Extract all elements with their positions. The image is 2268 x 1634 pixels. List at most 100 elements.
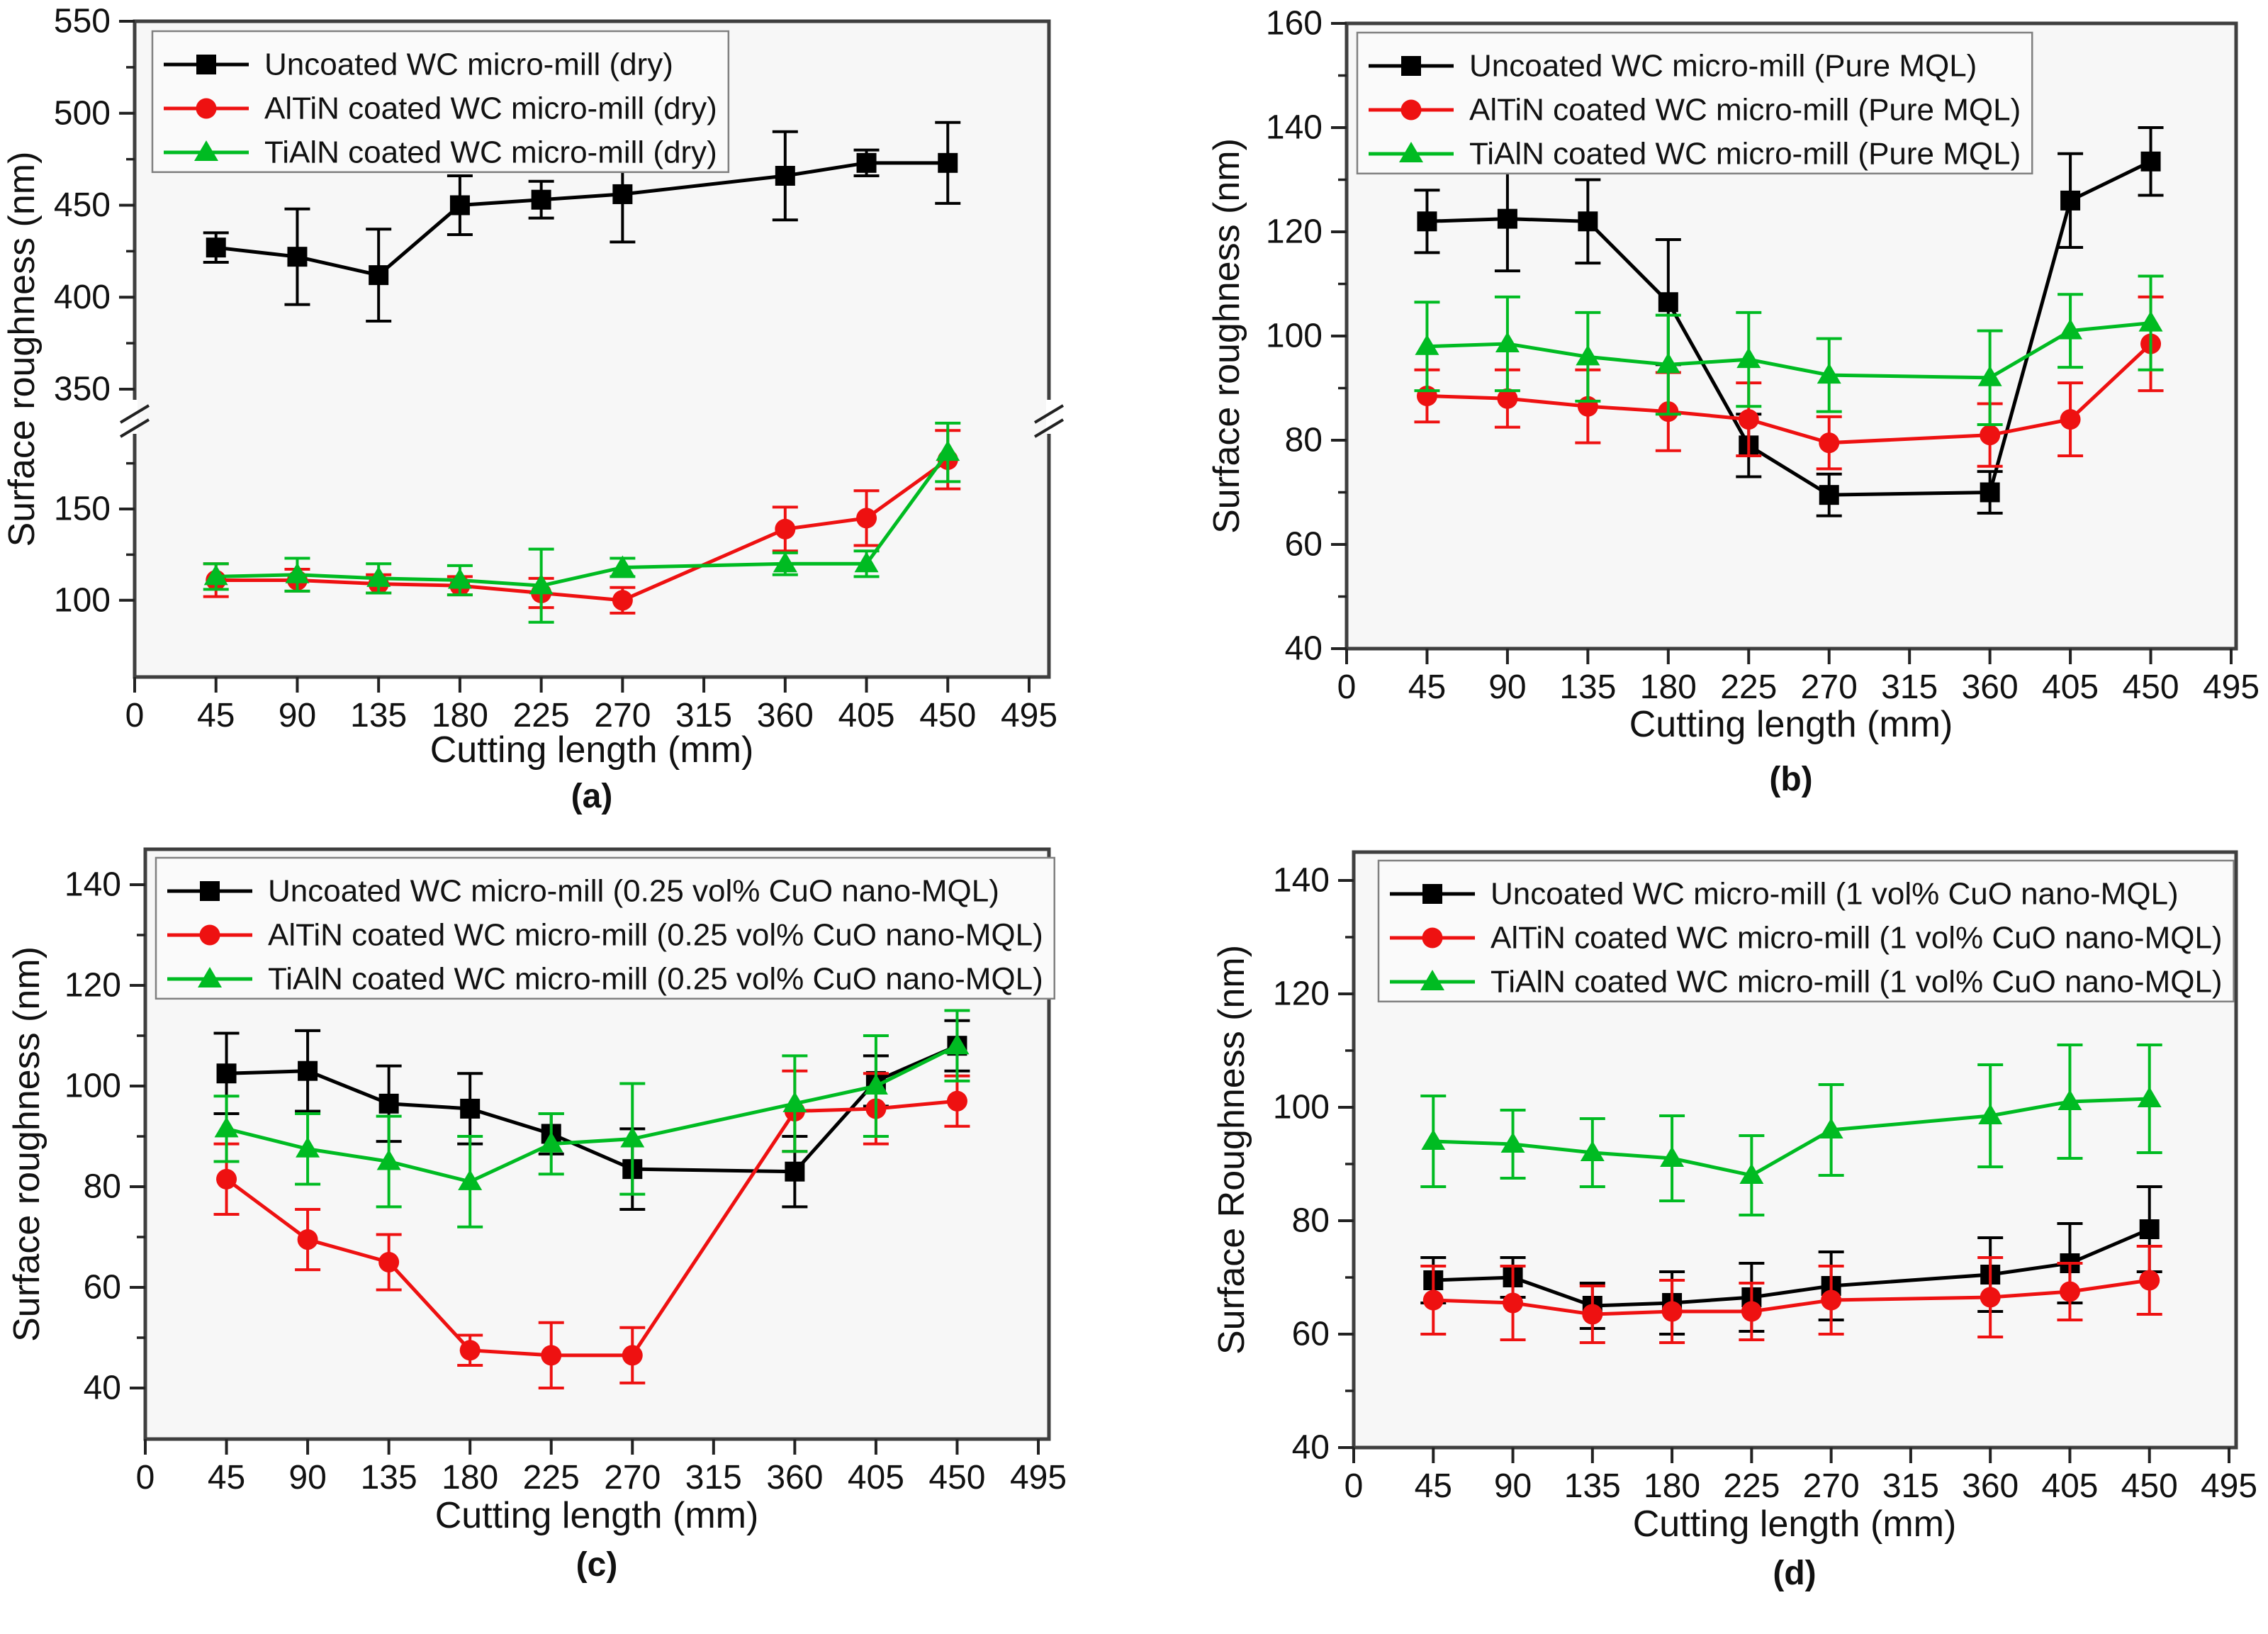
chart-b-pure-mql: 40 60 80 100 120 140 160 0 45 90 135 180 225 270 315 36…	[1206, 5, 2259, 707]
svg-text:500: 500	[54, 94, 111, 132]
svg-text:350: 350	[54, 371, 111, 408]
legend-label: TiAlN coated WC micro-mill (0.25 vol% Cu…	[268, 962, 1043, 997]
svg-text:45: 45	[208, 1459, 245, 1496]
svg-text:45: 45	[197, 697, 235, 734]
y-axis-label: Surface roughness (nm)	[1206, 138, 1247, 534]
x-axis-label-c: Cutting length (mm)	[434, 1495, 759, 1536]
svg-text:90: 90	[1488, 668, 1526, 706]
svg-text:495: 495	[1001, 697, 1057, 734]
legend-label: AlTiN coated WC micro-mill (1 vol% CuO n…	[1491, 921, 2223, 956]
svg-text:135: 135	[350, 697, 407, 734]
chart-c-025-cuo: 40 60 80 100 120 140 0 45 90 135 180 225 270 315 360 40…	[6, 847, 1067, 1496]
panel-c: 40 60 80 100 120 140 0 45 90 135 180 225 270 315 360 40…	[0, 815, 1134, 1630]
x-axis-label-d: Cutting length (mm)	[1632, 1504, 1957, 1545]
legend-label: AlTiN coated WC micro-mill (dry)	[264, 91, 717, 126]
svg-text:360: 360	[1962, 668, 2019, 706]
svg-text:90: 90	[288, 1459, 326, 1496]
legend-label: AlTiN coated WC micro-mill (Pure MQL)	[1469, 93, 2021, 128]
svg-text:360: 360	[1962, 1467, 2019, 1505]
svg-text:360: 360	[757, 697, 814, 734]
svg-text:0: 0	[1337, 668, 1357, 706]
svg-text:315: 315	[1881, 668, 1938, 706]
svg-text:100: 100	[1273, 1089, 1330, 1126]
axis-break-icon	[119, 404, 150, 424]
x-axis: 0 45 90 135 180 225 270 315 360 405 450 495	[136, 1439, 1067, 1496]
panel-b: 40 60 80 100 120 140 160 0 45 90 135 180 225 270 315 36…	[1134, 0, 2268, 815]
y-axis: 40 60 80 100 120 140 160	[1266, 5, 1347, 668]
svg-text:120: 120	[64, 967, 121, 1005]
plot-frame	[1352, 850, 2238, 1450]
svg-text:120: 120	[1273, 975, 1330, 1013]
y-axis-label: Surface roughness (nm)	[1, 152, 43, 547]
series-triangle	[203, 421, 961, 624]
svg-text:80: 80	[1285, 422, 1323, 459]
svg-text:270: 270	[594, 697, 651, 734]
svg-text:135: 135	[361, 1459, 417, 1496]
legend-label: TiAlN coated WC micro-mill (Pure MQL)	[1469, 137, 2021, 172]
plot-frame	[133, 19, 1051, 679]
svg-text:90: 90	[1494, 1467, 1532, 1505]
svg-text:135: 135	[1559, 668, 1616, 706]
svg-text:140: 140	[1273, 862, 1330, 900]
svg-text:90: 90	[279, 697, 316, 734]
series-square	[1414, 126, 2164, 517]
chart-d-1-cuo: 40 60 80 100 120 140 0 45 90 135 180 225 270 315 360 40…	[1211, 850, 2257, 1505]
legend: Uncoated WC micro-mill (Pure MQL) AlTiN c…	[1356, 31, 2033, 175]
svg-text:400: 400	[54, 279, 111, 316]
y-axis-label: Surface roughness (nm)	[6, 946, 47, 1342]
svg-text:80: 80	[84, 1168, 121, 1206]
legend-label: Uncoated WC micro-mill (1 vol% CuO nano-…	[1491, 877, 2179, 912]
y-axis-label: Surface Roughness (nm)	[1211, 945, 1252, 1355]
svg-text:180: 180	[1640, 668, 1697, 706]
panel-a: 100 150 350 400 450 500 550 0 45 90 135 180 225 270 31…	[0, 0, 1134, 815]
panel-caption-d: (d)	[1773, 1555, 1817, 1592]
y-axis: 40 60 80 100 120 140	[1273, 862, 1354, 1467]
series-triangle	[213, 1009, 970, 1229]
plot-frame	[143, 847, 1051, 1441]
svg-text:180: 180	[442, 1459, 498, 1496]
legend-label: TiAlN coated WC micro-mill (1 vol% CuO n…	[1491, 965, 2223, 1000]
series-circle	[213, 1069, 970, 1389]
axis-break-icon	[1033, 418, 1065, 438]
svg-text:60: 60	[84, 1269, 121, 1306]
svg-text:40: 40	[1292, 1429, 1330, 1467]
svg-text:120: 120	[1266, 213, 1323, 251]
y-axis: 100 150 350 400 450 500 550	[54, 3, 135, 619]
svg-text:225: 225	[523, 1459, 580, 1496]
svg-text:0: 0	[125, 697, 145, 734]
x-axis: 0 45 90 135 180 225 270 315 360 405 450 495	[1337, 649, 2259, 706]
svg-text:60: 60	[1292, 1316, 1330, 1353]
svg-text:270: 270	[604, 1459, 661, 1496]
svg-text:315: 315	[675, 697, 732, 734]
svg-text:405: 405	[848, 1459, 904, 1496]
series-triangle	[1420, 1043, 2162, 1216]
axis-break-icon	[119, 418, 150, 438]
x-axis: 0 45 90 135 180 225 270 315 360 405 450 495	[125, 677, 1057, 734]
svg-text:450: 450	[2122, 668, 2179, 706]
svg-text:450: 450	[54, 186, 111, 224]
svg-text:140: 140	[64, 866, 121, 904]
x-axis-label-a: Cutting length (mm)	[430, 729, 754, 771]
svg-text:225: 225	[1720, 668, 1777, 706]
svg-text:0: 0	[136, 1459, 155, 1496]
svg-text:450: 450	[919, 697, 976, 734]
x-axis-label-b: Cutting length (mm)	[1629, 704, 1953, 745]
svg-text:135: 135	[1564, 1467, 1621, 1505]
legend: Uncoated WC micro-mill (0.25 vol% CuO na…	[155, 856, 1055, 1000]
svg-text:40: 40	[1285, 630, 1323, 668]
svg-text:270: 270	[1801, 668, 1858, 706]
svg-text:450: 450	[2121, 1467, 2178, 1505]
svg-text:225: 225	[513, 697, 570, 734]
panel-caption-a: (a)	[571, 778, 613, 815]
y-axis: 40 60 80 100 120 140	[64, 866, 145, 1407]
svg-text:150: 150	[54, 491, 111, 528]
svg-text:100: 100	[64, 1068, 121, 1105]
svg-text:550: 550	[54, 3, 111, 40]
svg-text:160: 160	[1266, 5, 1323, 43]
chart-a-dry: 100 150 350 400 450 500 550 0 45 90 135 180 225 270 31…	[1, 3, 1065, 734]
svg-text:450: 450	[928, 1459, 985, 1496]
svg-text:405: 405	[2042, 668, 2099, 706]
series-circle	[1420, 1245, 2162, 1344]
svg-text:360: 360	[766, 1459, 823, 1496]
svg-text:495: 495	[1010, 1459, 1067, 1496]
